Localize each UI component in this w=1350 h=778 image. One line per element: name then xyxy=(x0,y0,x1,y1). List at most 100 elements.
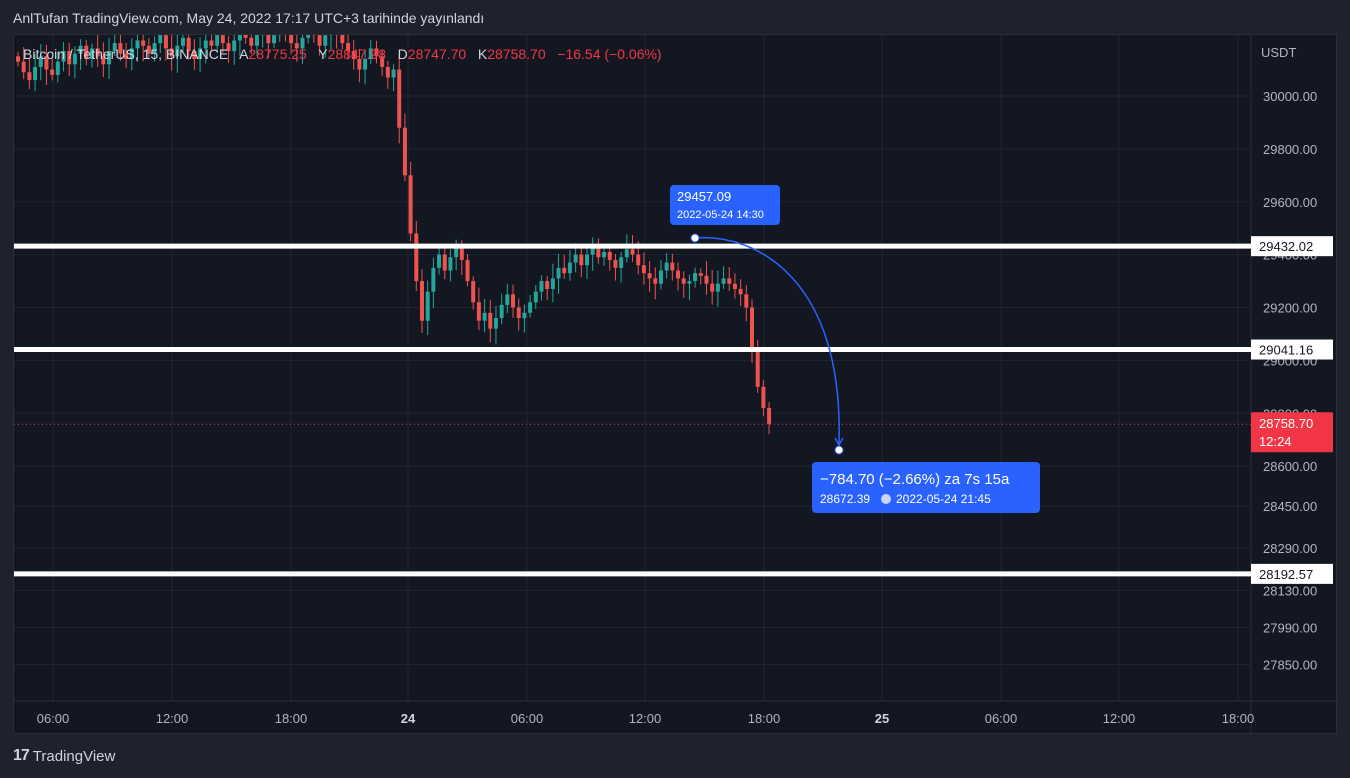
candle-body xyxy=(141,40,146,46)
y-tick-label: 28290.00 xyxy=(1263,541,1317,556)
candle-body xyxy=(511,294,516,308)
candle-body xyxy=(738,289,743,295)
candle-body xyxy=(437,254,442,268)
candle-body xyxy=(198,48,203,59)
legend-open: 28775.25 xyxy=(248,46,307,62)
candle-body xyxy=(107,51,112,65)
legend-close-label: K xyxy=(477,46,488,62)
projection-start-price: 29457.09 xyxy=(677,189,731,204)
candle-body xyxy=(33,66,38,81)
candle-body xyxy=(585,254,589,266)
candle-body xyxy=(607,251,612,260)
projection-start-point[interactable] xyxy=(690,233,700,243)
candle-body xyxy=(471,281,476,303)
candle-body xyxy=(357,58,362,70)
projection-end-callout[interactable] xyxy=(812,462,1040,513)
candle-body xyxy=(16,56,20,62)
level-price-label: 29041.16 xyxy=(1259,343,1313,358)
candle-body xyxy=(482,312,487,321)
candle-body xyxy=(124,53,129,59)
legend-high: 28847.98 xyxy=(327,46,386,62)
chart-legend: Bitcoin / TetherUS, 15, BINANCE A28775.2… xyxy=(23,46,662,62)
candle-body xyxy=(368,48,373,59)
candle-body xyxy=(556,267,561,279)
candle-body xyxy=(146,45,151,54)
candle-body xyxy=(192,51,197,59)
candle-body xyxy=(550,278,555,290)
candle-body xyxy=(499,304,504,319)
x-tick-label: 18:00 xyxy=(1222,711,1255,726)
x-tick-label: 12:00 xyxy=(629,711,662,726)
legend-low: 28747.70 xyxy=(407,46,467,62)
candle-body xyxy=(562,267,567,274)
legend-symbol: Bitcoin / TetherUS, 15, BINANCE xyxy=(23,46,229,62)
legend-high-label: Y xyxy=(318,46,328,62)
candle-body xyxy=(101,56,106,65)
tradingview-logo-text: TradingView xyxy=(32,747,116,765)
candle-body xyxy=(294,43,299,49)
legend-open-label: A xyxy=(239,46,249,62)
candle-body xyxy=(21,61,26,73)
candle-body xyxy=(374,48,379,57)
candle-body xyxy=(658,270,663,284)
y-tick-label: 27990.00 xyxy=(1263,620,1317,635)
candle-body xyxy=(95,48,100,57)
candle-body xyxy=(181,37,186,46)
price-chart[interactable]: USDT30000.0029800.0029600.0029400.002920… xyxy=(14,35,1338,735)
projection-start-callout[interactable] xyxy=(670,185,780,225)
candle-body xyxy=(539,281,544,292)
candle-body xyxy=(158,35,163,44)
candle-body xyxy=(112,43,117,52)
candle-body xyxy=(505,294,510,305)
candle-body xyxy=(340,35,345,44)
last-price-tag xyxy=(1251,412,1333,453)
candle-body xyxy=(169,48,174,57)
candle-body xyxy=(448,257,453,271)
candle-body xyxy=(425,291,430,321)
last-price-label: 28758.70 xyxy=(1259,416,1313,431)
x-tick-label: 06:00 xyxy=(511,711,544,726)
tradingview-logo[interactable]: 17 TradingView xyxy=(13,747,115,765)
candle-body xyxy=(61,51,66,62)
candle-body xyxy=(346,43,351,52)
candle-body xyxy=(545,281,550,290)
bar-countdown: 12:24 xyxy=(1259,434,1292,449)
projection-end-time: 2022-05-24 21:45 xyxy=(896,492,991,506)
candle-body xyxy=(78,45,83,54)
candle-body xyxy=(306,35,311,38)
y-tick-label: 29600.00 xyxy=(1263,195,1317,210)
candle-body xyxy=(237,35,242,41)
candle-body xyxy=(67,51,72,65)
x-tick-label: 18:00 xyxy=(748,711,781,726)
candle-body xyxy=(596,246,601,258)
candle-body xyxy=(744,294,749,308)
y-tick-label: 28450.00 xyxy=(1263,499,1317,514)
candle-body xyxy=(522,312,527,319)
candle-body xyxy=(232,40,237,52)
candle-body xyxy=(664,262,669,271)
candle-body xyxy=(431,267,436,292)
currency-label: USDT xyxy=(1261,45,1296,60)
chart-frame[interactable]: USDT30000.0029800.0029600.0029400.002920… xyxy=(13,34,1338,735)
x-tick-label: 12:00 xyxy=(1103,711,1136,726)
candle-body xyxy=(50,69,55,75)
candle-body xyxy=(289,35,294,44)
y-tick-label: 28600.00 xyxy=(1263,459,1317,474)
candle-body xyxy=(476,302,481,321)
candle-body xyxy=(465,259,470,282)
candle-body xyxy=(767,407,772,424)
projection-summary: −784.70 (−2.66%) za 7s 15a xyxy=(820,471,1010,488)
candle-body xyxy=(203,40,208,49)
candle-body xyxy=(266,35,271,44)
level-price-tag xyxy=(1251,236,1333,257)
candle-body xyxy=(397,69,402,128)
y-tick-label: 30000.00 xyxy=(1263,89,1317,104)
candle-body xyxy=(715,283,720,292)
projection-end-point[interactable] xyxy=(834,445,844,455)
candle-body xyxy=(215,35,220,46)
projection-arrow-head xyxy=(834,437,844,447)
projection-start-time: 2022-05-24 14:30 xyxy=(677,209,764,221)
legend-change: −16.54 (−0.06%) xyxy=(557,46,662,62)
candle-body xyxy=(687,281,692,284)
projection-arrow[interactable] xyxy=(694,236,840,445)
